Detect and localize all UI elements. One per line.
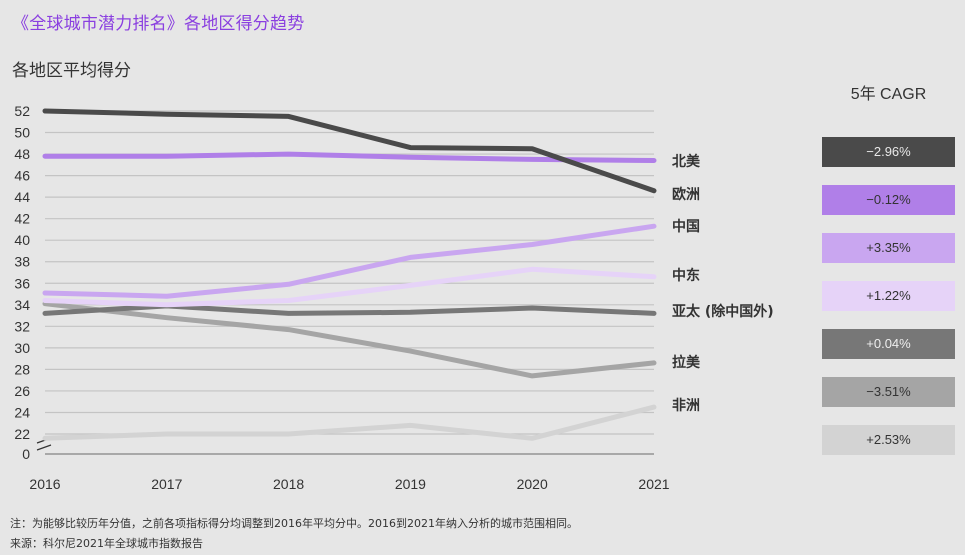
- y-tick-label: 52: [14, 103, 30, 119]
- y-tick-label: 40: [14, 232, 30, 248]
- x-axis-ticks: 2016 2017 2018 2019 2020 2021: [29, 476, 669, 492]
- y-tick-label: 38: [14, 254, 30, 270]
- x-tick-label: 2018: [273, 476, 304, 492]
- source-note: 来源：科尔尼2021年全球城市指数报告: [10, 537, 203, 550]
- y-tick-label: 0: [22, 446, 30, 462]
- y-tick-label: 36: [14, 275, 30, 291]
- cagr-value-box: +0.04%: [822, 329, 955, 359]
- y-axis-ticks: 52 50 48 46 44 42 40 38 36 34 32 30 28 26 24 22 0: [14, 103, 30, 462]
- x-tick-label: 2016: [29, 476, 60, 492]
- cagr-header: 5年 CAGR: [850, 86, 927, 103]
- footnote: 注：为能够比较历年分值，之前各项指标得分均调整到2016年平均分中。2016到2…: [10, 517, 578, 530]
- cagr-value-box: +1.22%: [822, 281, 955, 311]
- y-tick-label: 22: [14, 426, 30, 442]
- series-line: [42, 108, 657, 194]
- series-label: 欧洲: [672, 186, 700, 203]
- series-label: 非洲: [672, 397, 700, 414]
- cagr-value-box: −3.51%: [822, 377, 955, 407]
- series-label: 拉美: [672, 354, 701, 371]
- y-tick-label: 46: [14, 168, 30, 184]
- series-label: 中东: [672, 267, 700, 284]
- series-line: [42, 151, 657, 163]
- y-tick-label: 26: [14, 383, 30, 399]
- y-tick-label: 48: [14, 146, 30, 162]
- series-lines: [42, 108, 657, 441]
- series-line: [42, 404, 657, 441]
- chart-title: 《全球城市潜力排名》各地区得分趋势: [12, 14, 305, 34]
- gridlines: [36, 110, 654, 455]
- series-line: [42, 303, 657, 316]
- x-tick-label: 2021: [638, 476, 669, 492]
- y-tick-label: 44: [14, 189, 30, 205]
- x-tick-label: 2017: [151, 476, 182, 492]
- y-tick-label: 32: [14, 318, 30, 334]
- series-line: [42, 301, 657, 379]
- y-tick-label: 28: [14, 361, 30, 377]
- y-tick-label: 34: [14, 297, 30, 313]
- series-label: 亚太 (除中国外): [672, 303, 774, 320]
- cagr-value-box: −2.96%: [822, 137, 955, 167]
- chart-subtitle: 各地区平均得分: [12, 61, 131, 81]
- series-label: 北美: [672, 153, 701, 170]
- y-tick-label: 42: [14, 211, 30, 227]
- y-tick-label: 30: [14, 340, 30, 356]
- x-tick-label: 2020: [517, 476, 548, 492]
- axis-break-mark: [36, 444, 52, 451]
- cagr-value-box: +2.53%: [822, 425, 955, 455]
- x-tick-label: 2019: [395, 476, 426, 492]
- series-label: 中国: [672, 218, 700, 235]
- cagr-value-box: −0.12%: [822, 185, 955, 215]
- y-tick-label: 50: [14, 125, 30, 141]
- series-line: [42, 266, 657, 308]
- series-line: [42, 223, 657, 299]
- cagr-value-box: +3.35%: [822, 233, 955, 263]
- y-tick-label: 24: [14, 404, 30, 420]
